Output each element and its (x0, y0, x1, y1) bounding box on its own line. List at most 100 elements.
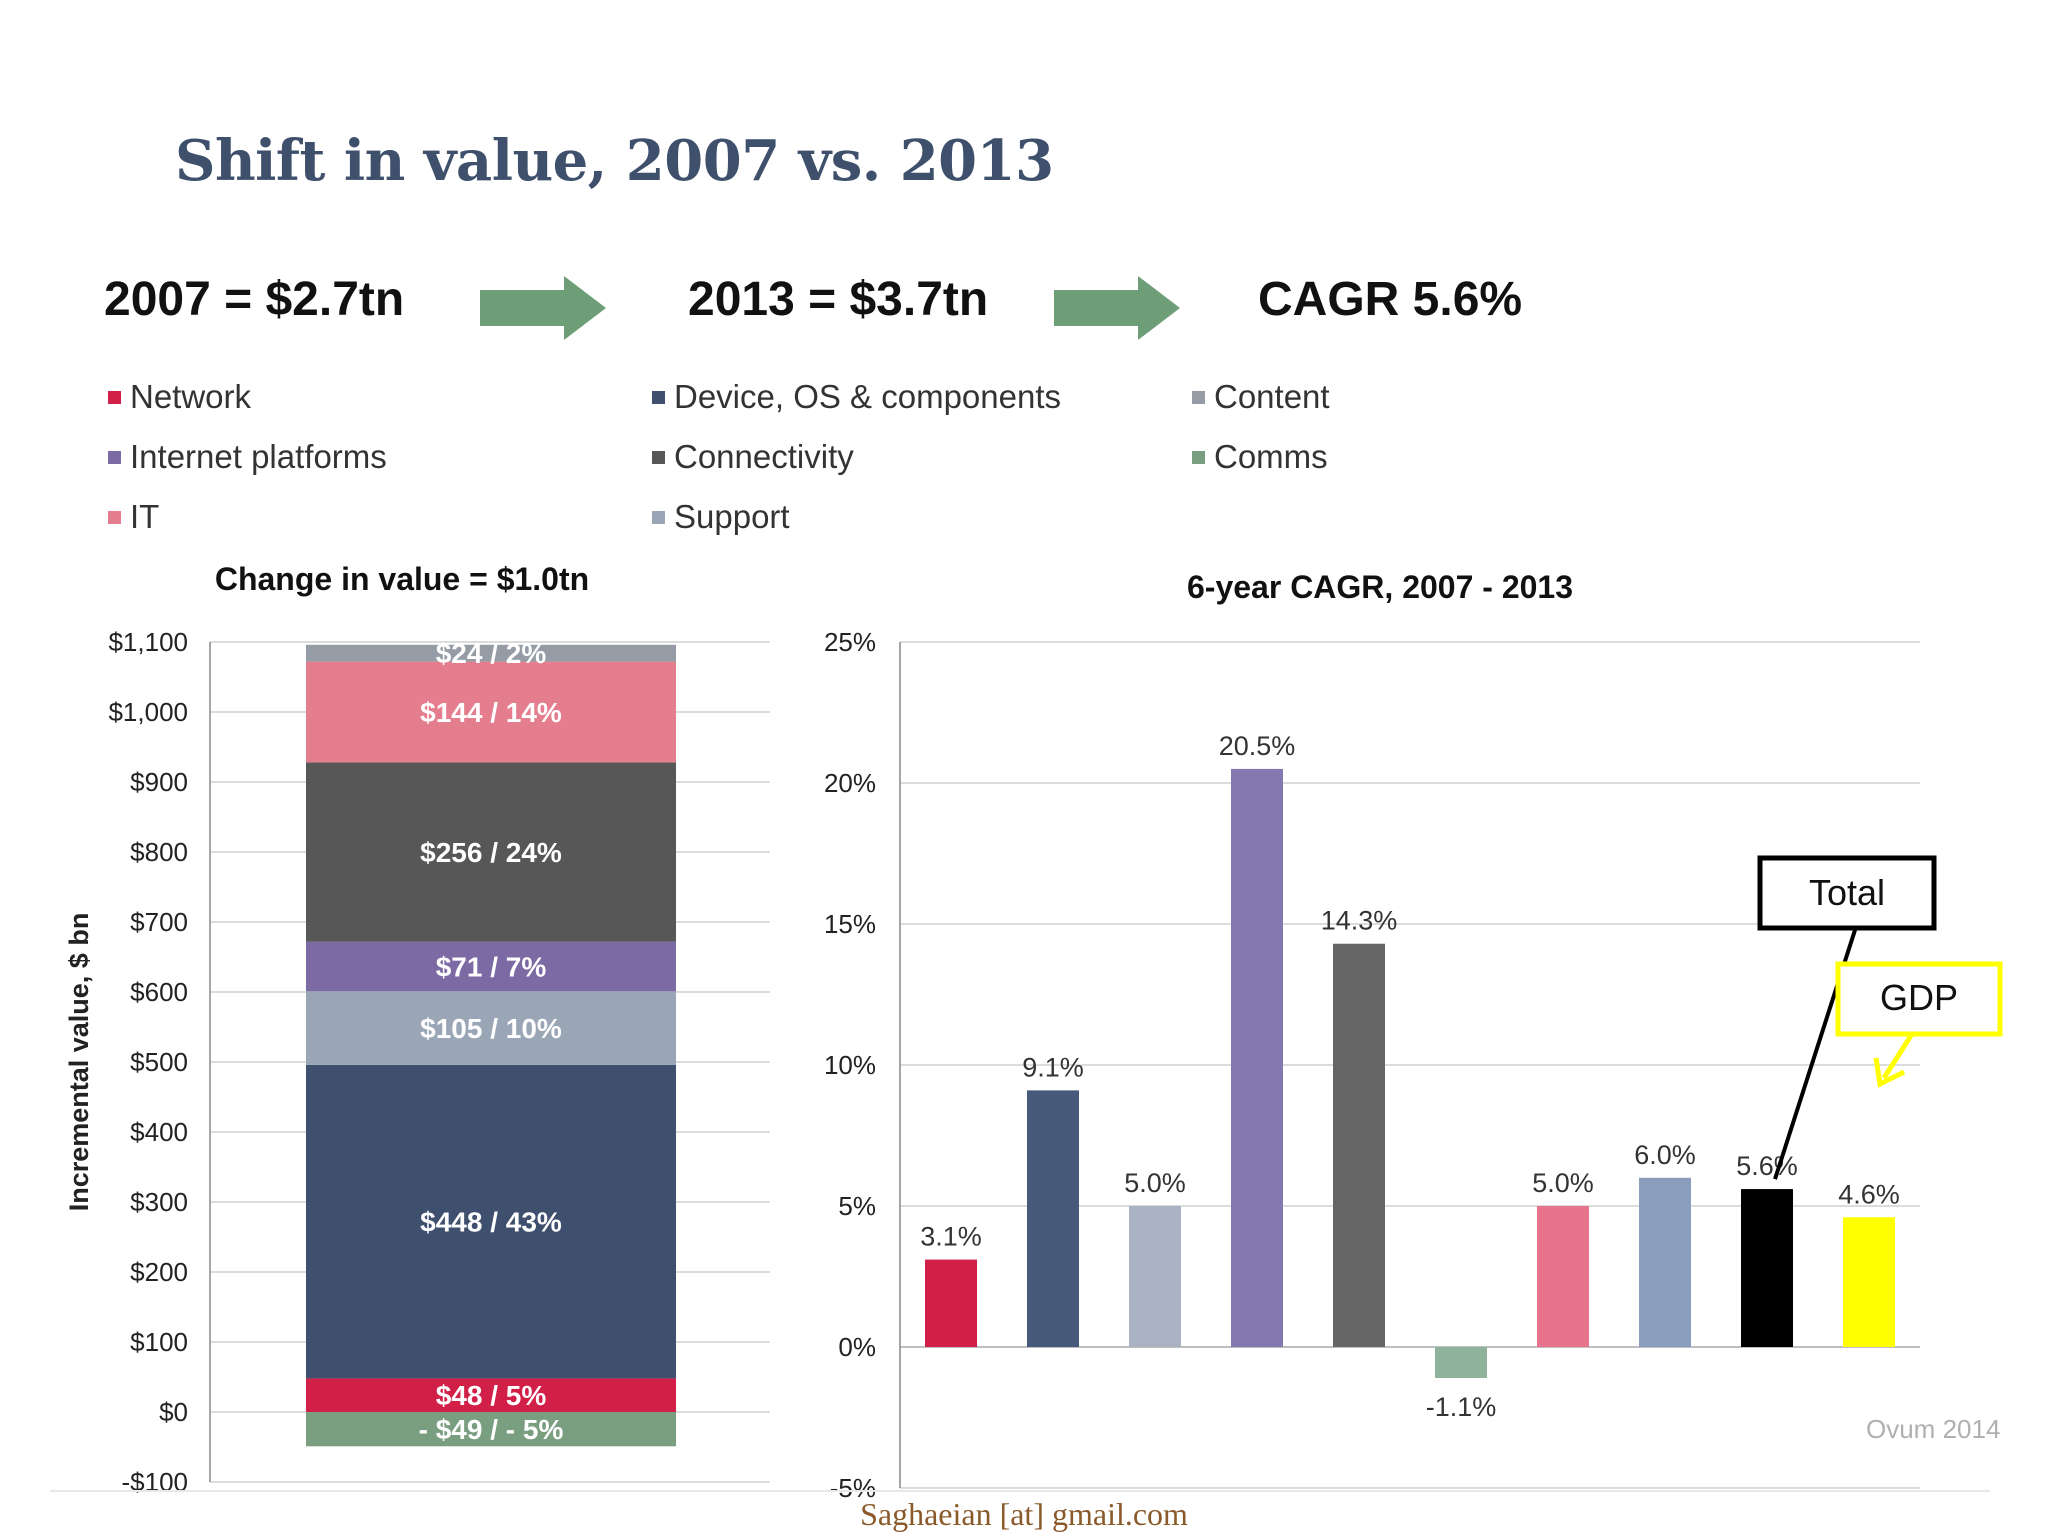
y-tick-label: $500 (130, 1047, 188, 1077)
legend-label: Comms (1214, 438, 1328, 475)
legend-swatch (652, 390, 665, 404)
segment-label: $144 / 14% (420, 697, 562, 728)
annotation-total: Total (1809, 872, 1885, 913)
legend-label: Internet platforms (130, 438, 387, 475)
stack-segment (306, 1378, 676, 1412)
legend-label: Device, OS & components (674, 378, 1062, 415)
y-tick-label: $1,100 (108, 627, 188, 657)
y-tick-label: $1,000 (108, 697, 188, 727)
legend-swatch (108, 510, 121, 524)
segment-label: - $49 / - 5% (419, 1414, 564, 1445)
y-tick-label: 15% (824, 909, 876, 939)
legend-item-device: Device, OS & components (652, 378, 1061, 416)
legend-item-internet-platforms: Internet platforms (108, 438, 387, 476)
y-tick-label: $800 (130, 837, 188, 867)
y-tick-label: -5% (830, 1473, 876, 1503)
bar (1741, 1189, 1793, 1347)
y-tick-label: $300 (130, 1187, 188, 1217)
segment-label: $448 / 43% (420, 1207, 562, 1238)
arrow-right-icon (1054, 276, 1180, 340)
bar (1435, 1347, 1487, 1379)
bar (1639, 1177, 1691, 1347)
annotation-box-gdp (1835, 961, 2003, 1037)
y-tick-label: $900 (130, 767, 188, 797)
segment-label: $71 / 7% (436, 951, 547, 982)
legend-swatch (652, 510, 665, 524)
headline-cagr: CAGR 5.6% (1258, 273, 1523, 326)
headline-2007: 2007 = $2.7tn (104, 273, 405, 326)
slide-title: Shift in value, 2007 vs. 2013 (175, 128, 1054, 194)
y-tick-label: $600 (130, 977, 188, 1007)
legend-label: IT (130, 498, 160, 535)
legend-label: Connectivity (674, 438, 854, 475)
legend-item-content: Content (1192, 378, 1330, 416)
arrow-head-icon (1873, 1057, 1906, 1088)
legend-swatch (108, 450, 121, 464)
segment-label: $105 / 10% (420, 1013, 562, 1044)
legend-swatch (1192, 390, 1205, 404)
legend-label: Network (130, 378, 252, 415)
segment-label: $24 / 2% (436, 638, 547, 669)
legend-item-support: Support (652, 498, 790, 536)
legend-label: Support (674, 498, 790, 535)
source-note: Ovum 2014 (1866, 1414, 2001, 1444)
y-axis-label: Incremental value, $ bn (64, 913, 94, 1212)
y-tick-label: 20% (824, 768, 876, 798)
y-tick-label: $400 (130, 1117, 188, 1147)
data-label: 6.0% (1634, 1140, 1696, 1170)
stack-segment (306, 661, 676, 763)
legend-swatch (1192, 450, 1205, 464)
legend-item-comms: Comms (1192, 438, 1328, 476)
data-label: -1.1% (1426, 1392, 1497, 1422)
y-tick-label: 10% (824, 1050, 876, 1080)
y-tick-label: $0 (159, 1397, 188, 1427)
stacked-bar-chart: Change in value = $1.0tn Incremental valu… (64, 561, 770, 1497)
bar (1231, 768, 1283, 1347)
y-tick-label: $100 (130, 1327, 188, 1357)
y-tick-label: $200 (130, 1257, 188, 1287)
arrow-right-icon (480, 276, 606, 340)
y-tick-label: 5% (838, 1191, 876, 1221)
headline-2013: 2013 = $3.7tn (688, 273, 989, 326)
stack-segment (306, 1412, 676, 1447)
legend-item-network: Network (108, 378, 251, 416)
stack-segment (306, 991, 676, 1065)
annotation-box-total (1757, 855, 1937, 931)
footer-email: Saghaeian [at] gmail.com (860, 1496, 1188, 1532)
y-tick-label: -$100 (122, 1467, 189, 1497)
segment-label: $48 / 5% (436, 1380, 547, 1411)
legend-swatch (652, 450, 665, 464)
bar (1537, 1206, 1589, 1347)
stack-segment (306, 762, 676, 942)
annotation-gdp: GDP (1880, 977, 1958, 1018)
bar (925, 1259, 977, 1347)
y-tick-label: $700 (130, 907, 188, 937)
data-label: 5.6% (1736, 1151, 1798, 1181)
stack-segment (306, 644, 676, 662)
bar (1333, 943, 1385, 1347)
data-label: 3.1% (920, 1222, 982, 1252)
data-label: 14.3% (1321, 906, 1398, 936)
legend-swatch (108, 390, 121, 404)
data-label: 9.1% (1022, 1052, 1084, 1082)
annotation-arrow-line (1881, 1032, 1915, 1080)
bar (1027, 1090, 1079, 1347)
legend-label: Content (1214, 378, 1330, 415)
segment-label: $256 / 24% (420, 837, 562, 868)
bar (1843, 1217, 1895, 1347)
stack-segment (306, 941, 676, 992)
data-label: 4.6% (1838, 1179, 1900, 1209)
chart-title: 6-year CAGR, 2007 - 2013 (1187, 569, 1573, 605)
data-label: 5.0% (1532, 1168, 1594, 1198)
divider (50, 1490, 1990, 1492)
bar (1129, 1206, 1181, 1347)
chart-title: Change in value = $1.0tn (215, 561, 589, 597)
y-tick-label: 25% (824, 627, 876, 657)
legend-item-it: IT (108, 498, 159, 536)
data-label: 5.0% (1124, 1168, 1186, 1198)
data-label: 20.5% (1219, 731, 1296, 761)
legend-item-connectivity: Connectivity (652, 438, 854, 476)
y-tick-label: 0% (838, 1332, 876, 1362)
cagr-bar-chart: 6-year CAGR, 2007 - 2013 -5% 0% 5% 10% 15% 20%… (824, 569, 2003, 1503)
